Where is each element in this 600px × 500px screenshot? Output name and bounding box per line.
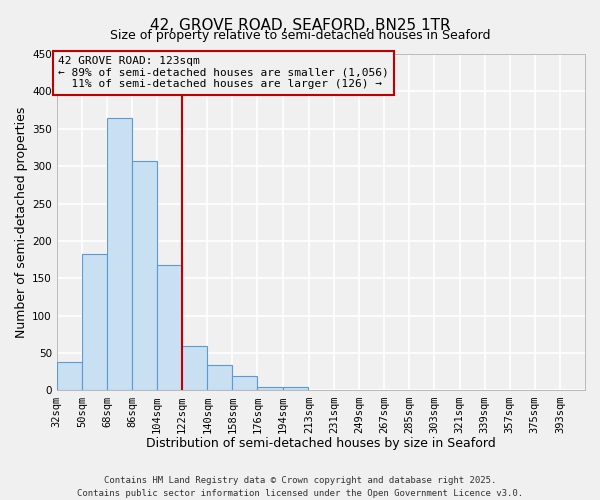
Bar bbox=[132, 161, 157, 390]
Bar bbox=[283, 386, 308, 390]
Bar bbox=[232, 376, 257, 390]
Bar bbox=[208, 365, 232, 390]
Bar bbox=[82, 254, 107, 390]
Bar bbox=[157, 265, 182, 390]
Text: Size of property relative to semi-detached houses in Seaford: Size of property relative to semi-detach… bbox=[110, 29, 490, 42]
Bar bbox=[107, 118, 132, 390]
Bar bbox=[57, 362, 82, 390]
Text: Contains HM Land Registry data © Crown copyright and database right 2025.
Contai: Contains HM Land Registry data © Crown c… bbox=[77, 476, 523, 498]
X-axis label: Distribution of semi-detached houses by size in Seaford: Distribution of semi-detached houses by … bbox=[146, 437, 496, 450]
Bar bbox=[182, 346, 208, 391]
Bar bbox=[257, 386, 283, 390]
Text: 42, GROVE ROAD, SEAFORD, BN25 1TR: 42, GROVE ROAD, SEAFORD, BN25 1TR bbox=[149, 18, 451, 32]
Text: 42 GROVE ROAD: 123sqm
← 89% of semi-detached houses are smaller (1,056)
  11% of: 42 GROVE ROAD: 123sqm ← 89% of semi-deta… bbox=[58, 56, 389, 90]
Y-axis label: Number of semi-detached properties: Number of semi-detached properties bbox=[15, 106, 28, 338]
